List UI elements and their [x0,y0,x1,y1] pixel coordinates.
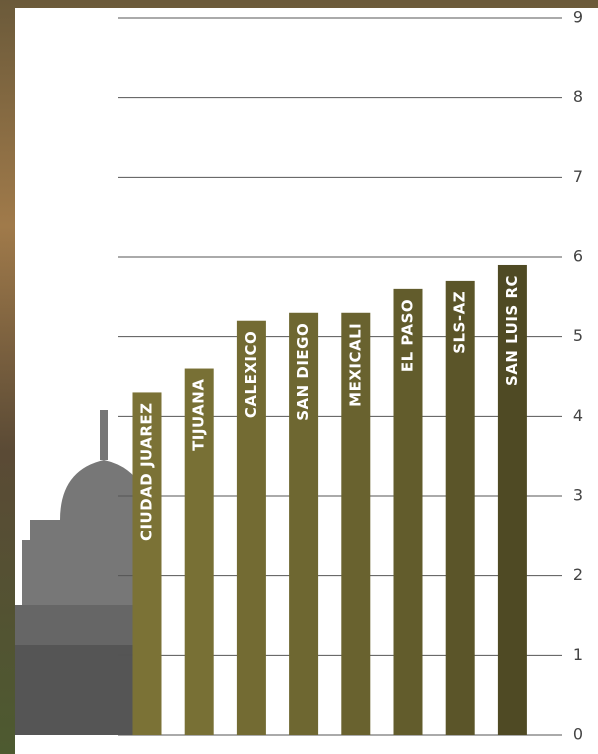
y-tick-label: 5 [573,326,583,345]
bar-category-label: CIUDAD JUAREZ [138,402,156,541]
bar [445,280,475,735]
y-tick-label: 9 [573,8,583,27]
y-tick-label: 1 [573,645,583,664]
bar-category-label: MEXICALI [346,323,364,407]
bar [184,368,214,735]
bar-category-label: TIJUANA [190,379,208,451]
y-tick-label: 8 [573,87,583,106]
bar-category-label: SAN DIEGO [294,323,312,421]
y-tick-label: 6 [573,247,583,266]
bar-category-label: SAN LUIS RC [503,275,521,386]
bar [497,264,527,735]
capitol-dome [15,410,155,735]
bar [289,312,319,735]
y-tick-label: 7 [573,167,583,186]
bar [236,320,266,735]
y-tick-label: 3 [573,486,583,505]
y-tick-label: 2 [573,565,583,584]
bar-category-label: CALEXICO [242,331,260,418]
bar [393,288,423,735]
y-tick-label: 4 [573,406,583,425]
bar [132,392,162,735]
bar-category-label: EL PASO [399,299,417,372]
y-tick-label: 0 [573,725,583,744]
bar [341,312,371,735]
bar-category-label: SLS-AZ [451,291,469,354]
